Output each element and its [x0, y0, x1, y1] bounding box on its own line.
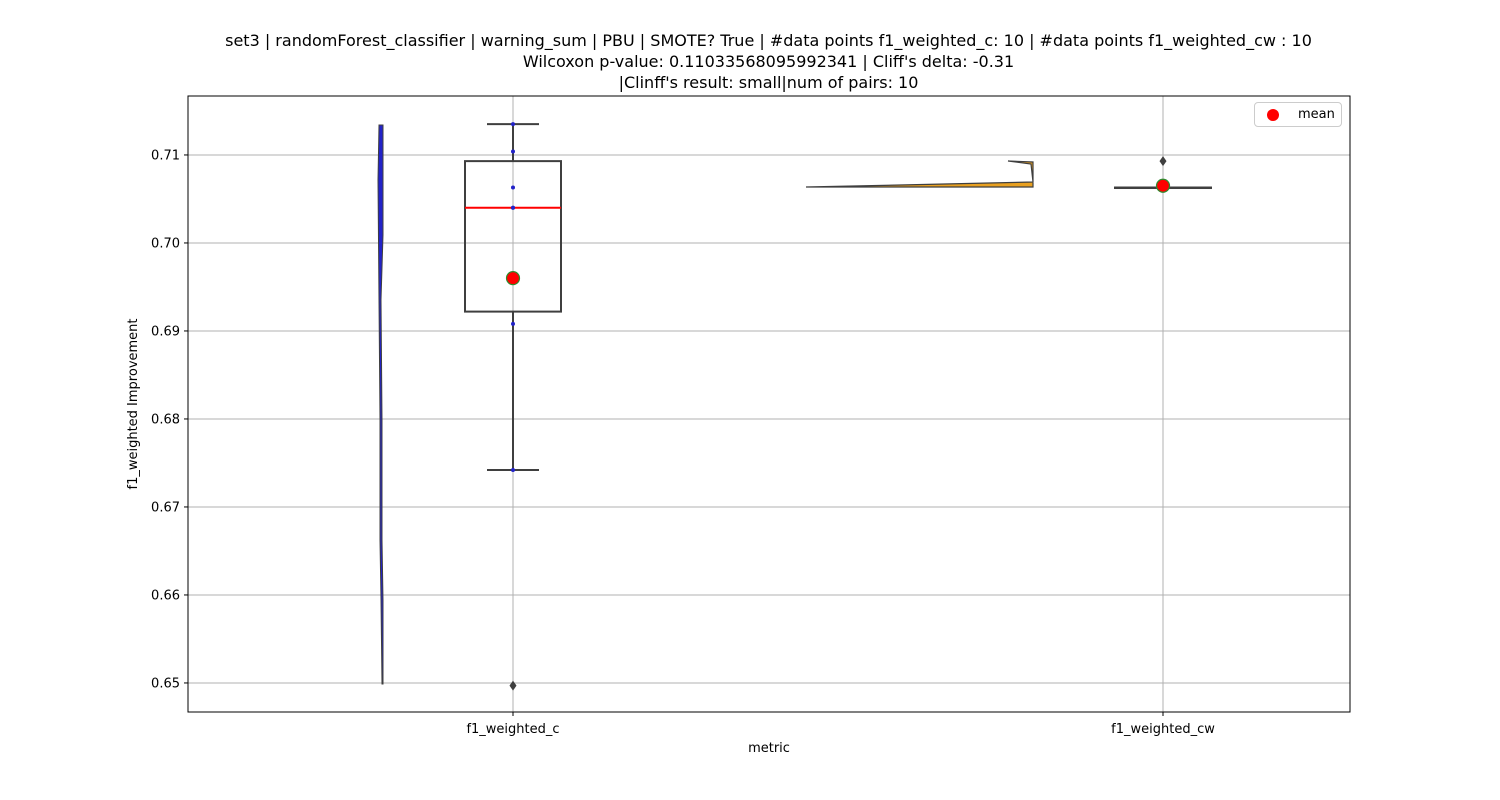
legend: mean [1254, 102, 1342, 127]
x-axis-label: metric [748, 741, 790, 756]
y-tick-label: 0.70 [151, 236, 180, 251]
boxplot-f1-weighted-c [464, 122, 562, 691]
boxplots [464, 122, 1212, 691]
data-point [511, 149, 515, 154]
y-tick-label: 0.66 [151, 588, 180, 603]
violins [377, 124, 1034, 685]
data-point [511, 185, 515, 190]
legend-mean-marker [1267, 109, 1279, 121]
chart-title-line-3: |Clinff's result: small|num of pairs: 10 [618, 73, 919, 92]
data-point [511, 468, 515, 472]
y-tick-label: 0.67 [151, 500, 180, 515]
y-tick-label: 0.68 [151, 412, 180, 427]
violin-f1-weighted-cw [805, 160, 1034, 188]
y-tick-label: 0.65 [151, 676, 180, 691]
plot-frame [187, 95, 1351, 713]
outlier-marker [509, 680, 517, 691]
chart-title-line-2: Wilcoxon p-value: 0.11033568095992341 | … [522, 52, 1015, 71]
data-point [511, 205, 515, 210]
outlier-marker [1159, 156, 1167, 167]
x-tick-label: f1_weighted_cw [1111, 722, 1215, 737]
y-tick-label: 0.69 [151, 324, 180, 339]
y-axis-label: f1_weighted Improvement [126, 318, 141, 489]
x-tick-label: f1_weighted_c [466, 722, 559, 737]
data-point [511, 122, 515, 127]
chart-title-line-1: set3 | randomForest_classifier | warning… [225, 31, 1312, 50]
x-axis-ticks: f1_weighted_c f1_weighted_cw [466, 712, 1215, 737]
data-point [511, 321, 515, 326]
violin-f1-weighted-c [377, 124, 384, 685]
legend-label-mean: mean [1298, 107, 1335, 122]
boxplot-f1-weighted-cw [1114, 156, 1212, 193]
box [464, 160, 562, 313]
y-axis-ticks: 0.65 0.66 0.67 0.68 0.69 0.70 0.71 [151, 148, 188, 691]
mean-marker [505, 271, 521, 286]
mean-marker [1155, 178, 1171, 193]
y-tick-label: 0.71 [151, 148, 180, 163]
